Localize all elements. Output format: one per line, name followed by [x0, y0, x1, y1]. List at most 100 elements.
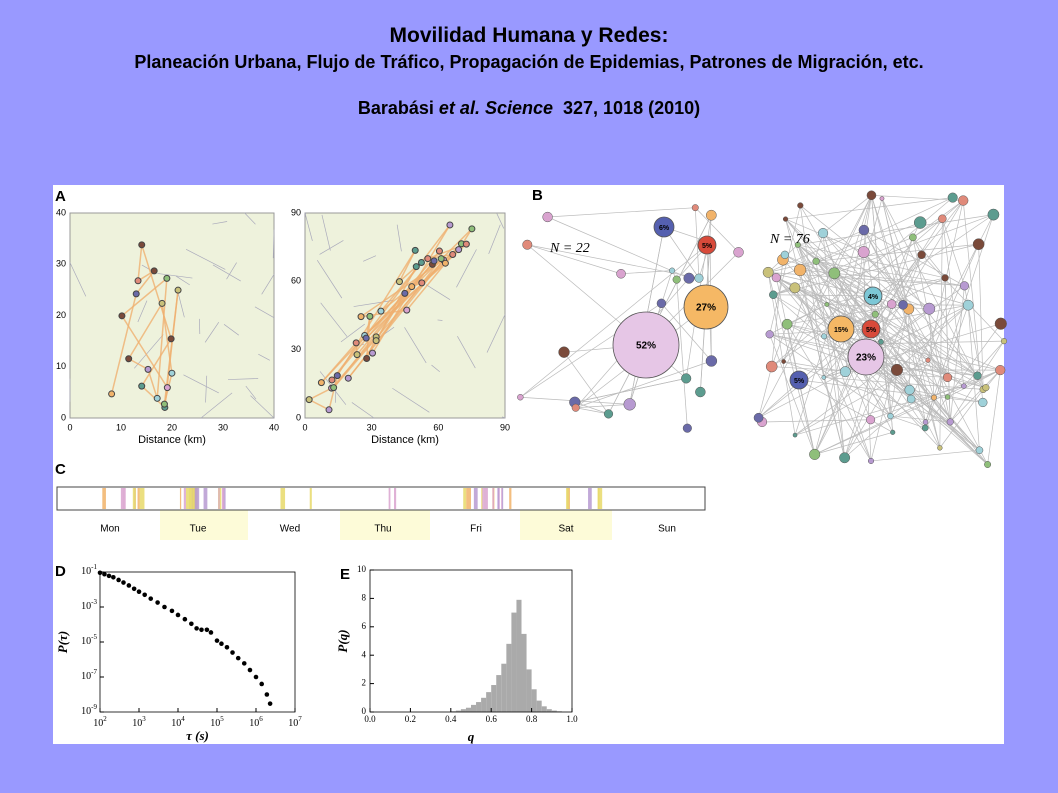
y-tick-label: 90 [291, 207, 301, 217]
voronoi-edge [304, 212, 307, 215]
data-point [142, 592, 147, 598]
stay-stripe [497, 488, 500, 509]
location [317, 379, 325, 387]
network-node [695, 386, 706, 398]
network-edge [695, 207, 739, 253]
x-tick-label: 0 [67, 422, 72, 432]
tick-exponent: 7 [298, 715, 302, 723]
histogram-bar [541, 706, 547, 712]
network-node [794, 241, 801, 248]
voronoi-edge [185, 249, 226, 270]
hub-share: 6% [659, 225, 670, 232]
network-node [962, 299, 974, 311]
day-label: Sun [658, 524, 676, 535]
timeline [56, 486, 706, 511]
network-node [947, 192, 958, 203]
location [134, 277, 142, 285]
data-point [136, 589, 142, 594]
location [163, 274, 171, 282]
stay-stripe [473, 488, 478, 509]
tick-label: 10-3 [81, 598, 97, 613]
network-node [542, 211, 553, 223]
network-edge [933, 397, 980, 451]
histogram-bar [491, 685, 497, 712]
network-edge [925, 214, 994, 423]
data-point [97, 570, 103, 576]
network-node [839, 366, 851, 378]
network-edge [794, 359, 929, 436]
x-tick-label: 0.6 [486, 714, 498, 724]
trajectory [398, 266, 417, 283]
network-edge [771, 200, 964, 367]
network-edge [822, 233, 845, 458]
network-edge [826, 197, 953, 305]
network-edge [787, 304, 828, 325]
network-edge [814, 431, 893, 455]
voronoi-edge [244, 212, 256, 225]
network-edge [776, 277, 1001, 371]
data-point [126, 583, 132, 588]
network-edge [870, 308, 909, 462]
tick-base: 10 [132, 718, 142, 729]
network-node [923, 302, 936, 315]
network-edge [769, 205, 801, 335]
tick-exponent: -7 [91, 668, 97, 676]
x-tick-label: 40 [269, 422, 279, 432]
histogram-bar [506, 643, 512, 712]
x-tick-label: 20 [167, 422, 177, 432]
data-point [204, 627, 210, 633]
voronoi-edge [501, 416, 506, 419]
network-node [982, 384, 990, 392]
hub-node [789, 370, 809, 390]
voronoi-edge [200, 392, 233, 419]
trajectory [320, 342, 357, 384]
tick-label: 10-9 [81, 703, 97, 718]
y-tick-label: 10 [56, 361, 66, 371]
network-edge [942, 218, 965, 286]
location [424, 255, 432, 263]
data-point [230, 650, 235, 655]
voronoi-edge [363, 255, 377, 262]
network-edge [768, 260, 817, 273]
tick-base: 10 [93, 718, 103, 729]
hub-share: 15% [834, 327, 849, 334]
network-node [821, 333, 828, 340]
data-point [208, 630, 214, 635]
stay-stripe [463, 488, 467, 509]
hub-node [612, 311, 680, 379]
network-edge [758, 366, 773, 418]
network-edge [785, 197, 953, 220]
location [462, 240, 470, 248]
network-node [925, 357, 931, 363]
network-node [793, 263, 807, 277]
tick-base: 10 [81, 706, 91, 717]
network-edge [527, 244, 622, 275]
network-node [683, 272, 695, 284]
hub-share: 52% [636, 341, 656, 352]
trajectory [141, 244, 172, 340]
network-node [1000, 338, 1008, 345]
stay-stripe [222, 488, 225, 509]
network-size: N = 76 [769, 232, 810, 247]
data-point [175, 612, 181, 618]
location [401, 289, 409, 297]
network-node [975, 446, 984, 455]
data-point [131, 586, 137, 592]
location [412, 263, 420, 271]
location [372, 337, 380, 345]
histogram-bar [455, 710, 461, 712]
network-edge [881, 198, 941, 448]
network-edge [924, 305, 969, 429]
trajectory [147, 369, 158, 399]
network-node [978, 397, 988, 408]
tick-exponent: -3 [91, 598, 97, 606]
data-point [148, 596, 154, 601]
location [158, 299, 166, 307]
panel-label: E [340, 566, 350, 583]
location [132, 290, 140, 298]
data-point [189, 621, 194, 627]
y-tick-label: 4 [362, 649, 367, 659]
location [403, 306, 411, 314]
network-size: N = 22 [549, 241, 590, 256]
y-axis-label: P(τ) [55, 631, 70, 653]
